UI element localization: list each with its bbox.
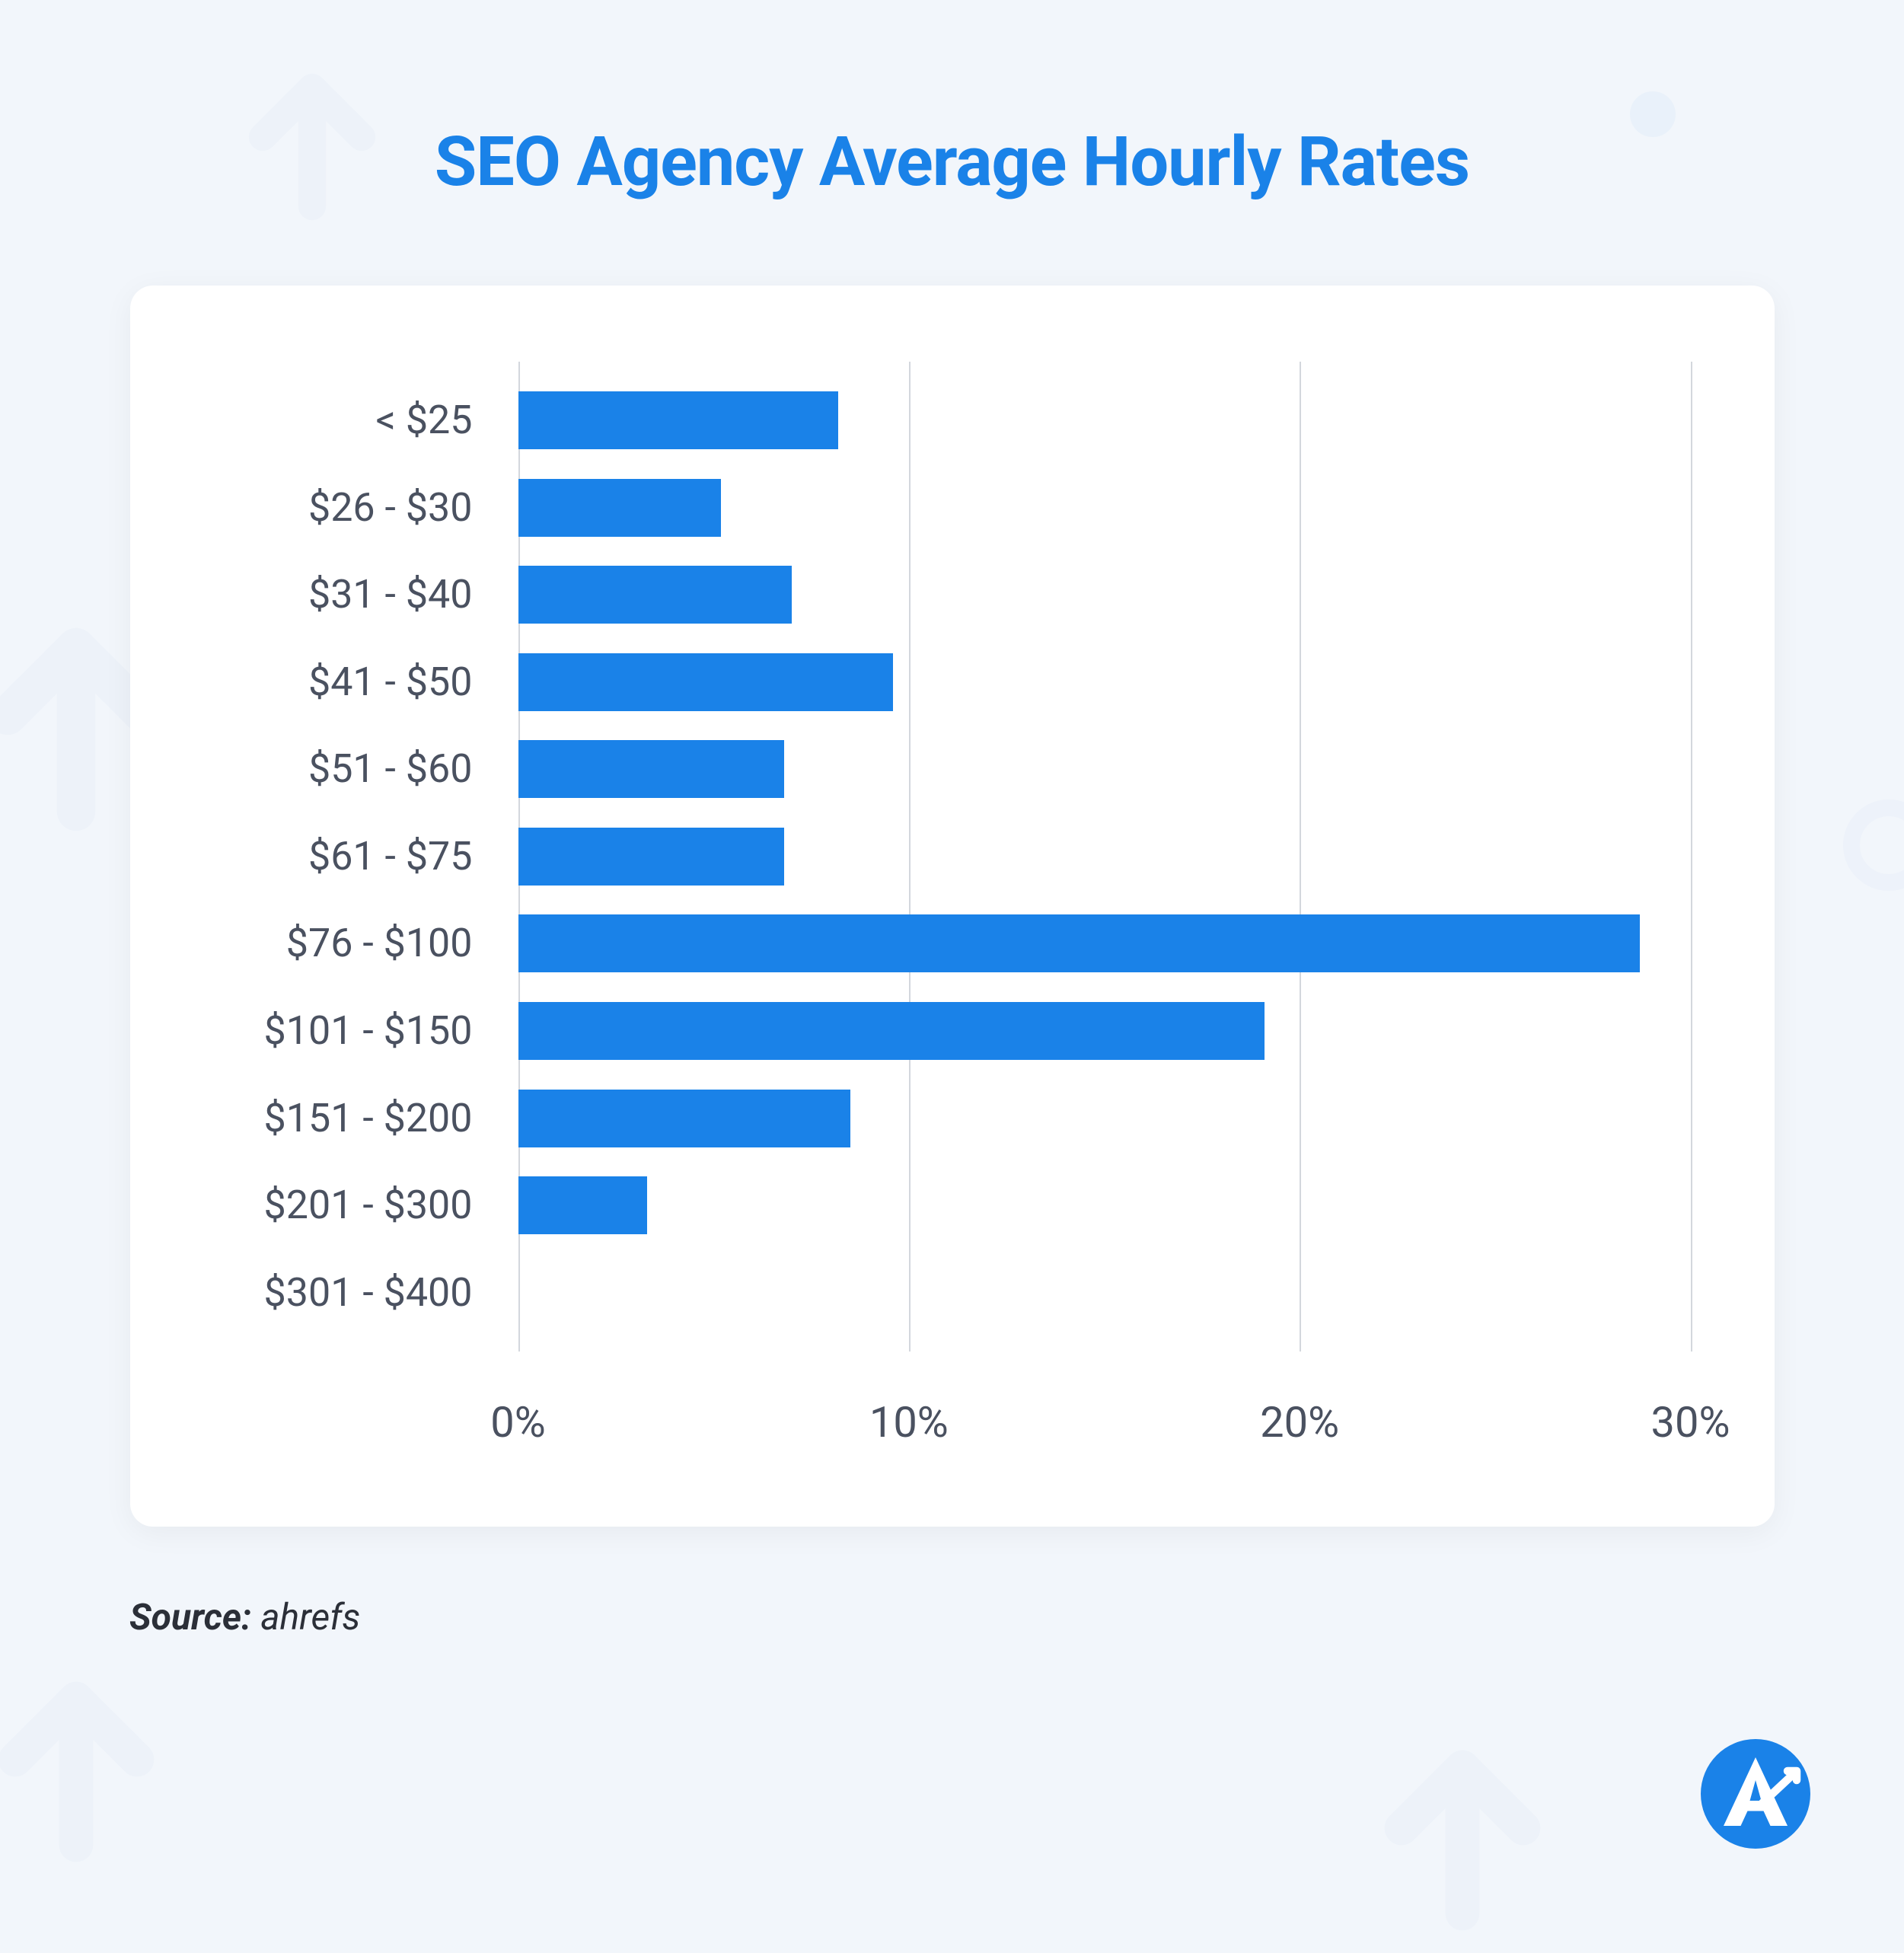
brand-logo-icon (1698, 1737, 1813, 1851)
x-axis-label: 10% (869, 1397, 949, 1447)
gridline (1691, 362, 1692, 1351)
bars-container (518, 377, 1691, 1336)
y-axis-label: $101 - $150 (191, 1011, 496, 1051)
bar (518, 828, 784, 886)
bar-row (518, 828, 1691, 886)
chart-card: < $25 $26 - $30 $31 - $40 $41 - $50 $51 - $6… (130, 286, 1775, 1527)
chart-area: < $25 $26 - $30 $31 - $40 $41 - $50 $51 - $6… (191, 362, 1691, 1450)
y-axis-label: $301 - $400 (191, 1273, 496, 1313)
bar-row (518, 914, 1691, 972)
chart-title: SEO Agency Average Hourly Rates (91, 122, 1813, 202)
x-axis-labels: 0%10%20%30% (518, 1374, 1691, 1450)
y-axis-label: $51 - $60 (191, 749, 496, 789)
y-axis-label: < $25 (191, 400, 496, 440)
bg-circle-icon (1843, 799, 1904, 891)
y-axis-label: $151 - $200 (191, 1099, 496, 1138)
bar-row (518, 1264, 1691, 1322)
bar-row (518, 1090, 1691, 1147)
plot-area (518, 362, 1691, 1351)
source-value: ahrefs (260, 1595, 360, 1639)
bar (518, 391, 839, 449)
bg-arrow-icon (1341, 1706, 1584, 1950)
y-axis-label: $61 - $75 (191, 837, 496, 876)
bar (518, 1176, 647, 1234)
bar-row (518, 566, 1691, 624)
x-axis-label: 0% (490, 1397, 546, 1447)
bar-row (518, 740, 1691, 798)
bar (518, 566, 792, 624)
y-axis-label: $76 - $100 (191, 924, 496, 963)
bar (518, 653, 894, 711)
y-axis-label: $201 - $300 (191, 1186, 496, 1225)
bar-row (518, 1002, 1691, 1060)
source-attribution: Source: ahrefs (129, 1595, 1813, 1639)
bar (518, 479, 722, 537)
bar (518, 1090, 850, 1147)
bg-arrow-icon (0, 1638, 198, 1881)
bar (518, 740, 784, 798)
bar (518, 914, 1640, 972)
bar-row (518, 653, 1691, 711)
x-axis-label: 30% (1651, 1397, 1730, 1447)
bar-row (518, 479, 1691, 537)
bar-row (518, 1176, 1691, 1234)
x-axis-label: 20% (1260, 1397, 1339, 1447)
y-axis-label: $26 - $30 (191, 488, 496, 528)
y-axis-label: $31 - $40 (191, 575, 496, 614)
y-axis-label: $41 - $50 (191, 662, 496, 702)
bar (518, 1002, 1265, 1060)
y-axis-labels: < $25 $26 - $30 $31 - $40 $41 - $50 $51 - $6… (191, 377, 496, 1336)
source-label: Source: (129, 1595, 251, 1639)
bar-row (518, 391, 1691, 449)
infographic-canvas: SEO Agency Average Hourly Rates < $25 $26… (0, 0, 1904, 1904)
